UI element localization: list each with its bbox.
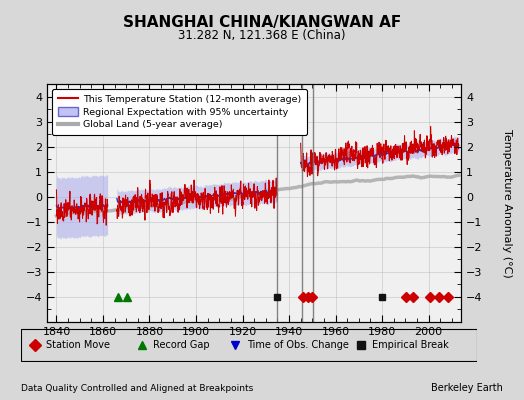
Text: Berkeley Earth: Berkeley Earth <box>431 383 503 393</box>
Text: 31.282 N, 121.368 E (China): 31.282 N, 121.368 E (China) <box>178 29 346 42</box>
Text: Empirical Break: Empirical Break <box>372 340 449 350</box>
Text: Record Gap: Record Gap <box>153 340 210 350</box>
Text: Time of Obs. Change: Time of Obs. Change <box>247 340 348 350</box>
Text: Data Quality Controlled and Aligned at Breakpoints: Data Quality Controlled and Aligned at B… <box>21 384 253 393</box>
Y-axis label: Temperature Anomaly (°C): Temperature Anomaly (°C) <box>502 129 512 277</box>
Text: Station Move: Station Move <box>46 340 110 350</box>
Text: SHANGHAI CHINA/KIANGWAN AF: SHANGHAI CHINA/KIANGWAN AF <box>123 15 401 30</box>
Legend: This Temperature Station (12-month average), Regional Expectation with 95% uncer: This Temperature Station (12-month avera… <box>52 89 307 135</box>
